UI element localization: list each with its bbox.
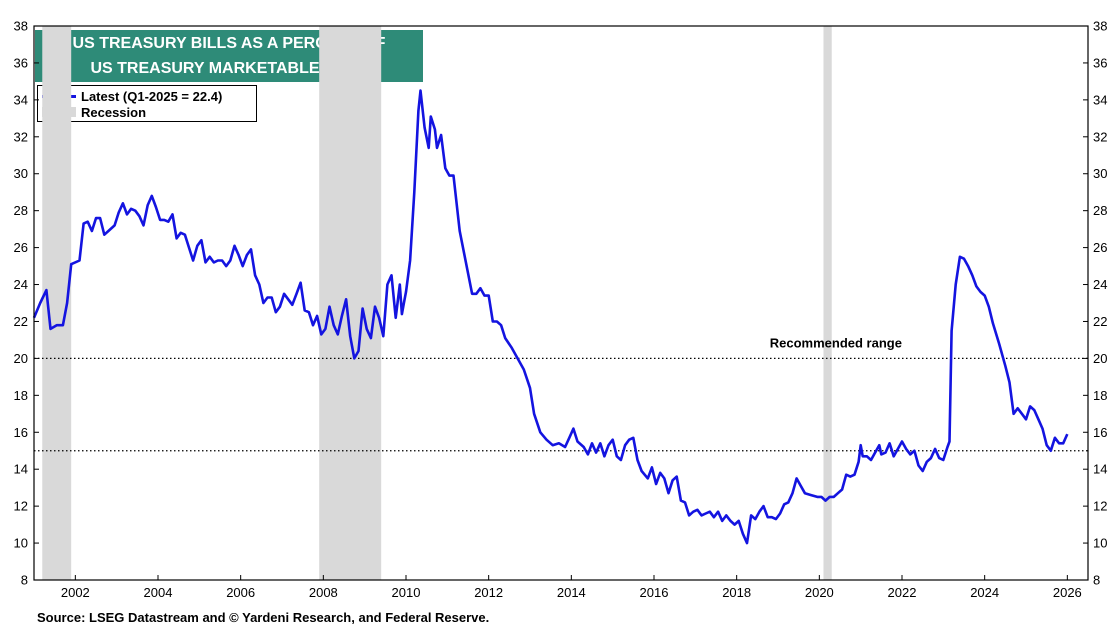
recession-band-1	[319, 26, 382, 580]
y-tick-label-right-8: 8	[1093, 573, 1100, 588]
x-tick-label-2024: 2024	[970, 585, 999, 600]
x-tick-label-2012: 2012	[474, 585, 503, 600]
y-tick-label-left-14: 14	[14, 462, 28, 477]
y-tick-label-right-12: 12	[1093, 499, 1107, 514]
y-tick-label-left-18: 18	[14, 388, 28, 403]
series-lines	[32, 89, 1069, 545]
y-tick-label-right-16: 16	[1093, 425, 1107, 440]
y-tick-label-right-10: 10	[1093, 536, 1107, 551]
plot-frame	[33, 25, 1089, 581]
y-tick-label-left-34: 34	[14, 92, 28, 107]
y-tick-label-right-14: 14	[1093, 462, 1107, 477]
x-tick-label-2008: 2008	[309, 585, 338, 600]
y-tick-label-left-30: 30	[14, 166, 28, 181]
y-tick-label-right-30: 30	[1093, 166, 1107, 181]
x-tick-label-2022: 2022	[888, 585, 917, 600]
y-tick-label-left-32: 32	[14, 129, 28, 144]
x-tick-label-2002: 2002	[61, 585, 90, 600]
x-tick-label-2026: 2026	[1053, 585, 1082, 600]
y-axis-left: 8 10 12 14 16 18 20 22 24 26 28 30 32 34 36 38	[14, 19, 39, 588]
x-tick-label-2014: 2014	[557, 585, 586, 600]
y-tick-label-left-20: 20	[14, 351, 28, 366]
series-line-0	[32, 89, 1069, 545]
y-tick-label-left-24: 24	[14, 277, 28, 292]
x-tick-label-2018: 2018	[722, 585, 751, 600]
y-tick-label-right-22: 22	[1093, 314, 1107, 329]
y-tick-label-left-16: 16	[14, 425, 28, 440]
y-tick-label-left-38: 38	[14, 19, 28, 34]
recession-bands	[42, 26, 832, 580]
source-note: Source: LSEG Datastream and © Yardeni Re…	[37, 610, 490, 625]
y-tick-label-right-34: 34	[1093, 92, 1107, 107]
y-tick-label-left-26: 26	[14, 240, 28, 255]
y-tick-label-right-28: 28	[1093, 203, 1107, 218]
reference-lines	[34, 357, 1088, 452]
y-tick-label-left-22: 22	[14, 314, 28, 329]
y-tick-label-left-36: 36	[14, 55, 28, 70]
y-tick-label-left-10: 10	[14, 536, 28, 551]
y-tick-label-right-20: 20	[1093, 351, 1107, 366]
y-tick-label-right-26: 26	[1093, 240, 1107, 255]
y-axis-right: 8 10 12 14 16 18 20 22 24 26 28 30 32 34 36 38	[1083, 19, 1107, 588]
y-tick-label-right-18: 18	[1093, 388, 1107, 403]
y-tick-label-left-8: 8	[21, 573, 28, 588]
x-tick-label-2020: 2020	[805, 585, 834, 600]
y-tick-label-right-24: 24	[1093, 277, 1107, 292]
y-tick-label-left-12: 12	[14, 499, 28, 514]
x-tick-label-2006: 2006	[226, 585, 255, 600]
y-tick-label-right-38: 38	[1093, 19, 1107, 34]
y-tick-label-right-36: 36	[1093, 55, 1107, 70]
legend-latest-label: Latest (Q1-2025 = 22.4)	[81, 88, 223, 104]
y-tick-label-left-28: 28	[14, 203, 28, 218]
y-tick-label-right-32: 32	[1093, 129, 1107, 144]
x-axis: 2002 2004 2006 2008 2010 2012 2014 2016 2018 2020…	[61, 575, 1082, 600]
legend-recession-label: Recession	[81, 104, 147, 120]
x-tick-label-2016: 2016	[640, 585, 669, 600]
x-tick-label-2004: 2004	[144, 585, 173, 600]
recommended-range-annotation: Recommended range	[770, 335, 902, 350]
chart-title-line-1: US TREASURY BILLS AS A PERCENT OF	[72, 35, 386, 52]
recession-band-2	[823, 26, 832, 580]
x-tick-label-2010: 2010	[392, 585, 421, 600]
chart-title-line-2: US TREASURY MARKETABLE DEBT	[90, 60, 368, 77]
